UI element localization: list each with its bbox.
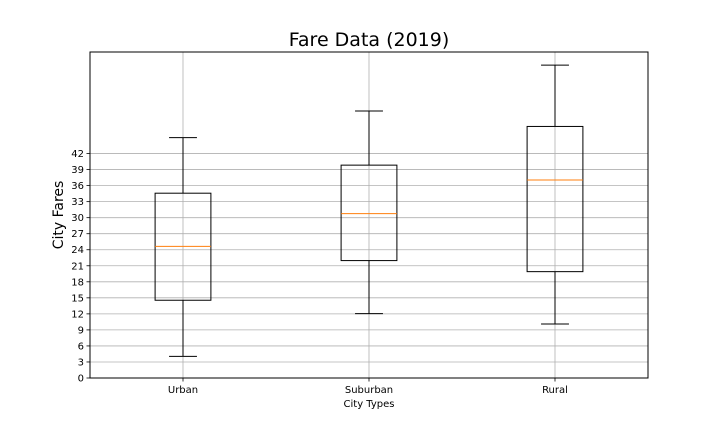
box-suburban [340,110,398,315]
y-tick-label: 24 [71,245,84,256]
y-tick-label: 21 [71,261,84,272]
grid-lines [90,52,648,379]
box-series [154,64,584,357]
y-axis-label: City Fares [51,181,67,250]
y-tick-label: 33 [71,197,84,208]
y-tick-label: 15 [71,293,84,304]
y-tick-label: 36 [71,181,84,192]
y-tick-label: 0 [78,374,84,385]
y-tick-label: 9 [78,325,84,336]
y-tick-label: 42 [71,149,84,160]
y-tick-label: 27 [71,229,84,240]
x-axis-ticks: Urban Suburban Rural [168,378,568,396]
chart-title: Fare Data (2019) [289,29,450,51]
y-tick-label: 12 [71,309,84,320]
x-tick-label: Suburban [345,385,393,396]
y-tick-label: 6 [78,341,84,352]
x-tick-label: Rural [542,385,568,396]
y-tick-label: 3 [78,357,84,368]
y-tick-label: 18 [71,277,84,288]
y-tick-label: 30 [71,213,84,224]
box-rural [526,64,584,325]
y-tick-label: 39 [71,165,84,176]
x-axis-label: City Types [344,399,395,410]
box-iqr [340,164,398,262]
box-urban [154,137,212,357]
box-iqr [526,125,584,273]
x-tick-label: Urban [168,385,198,396]
